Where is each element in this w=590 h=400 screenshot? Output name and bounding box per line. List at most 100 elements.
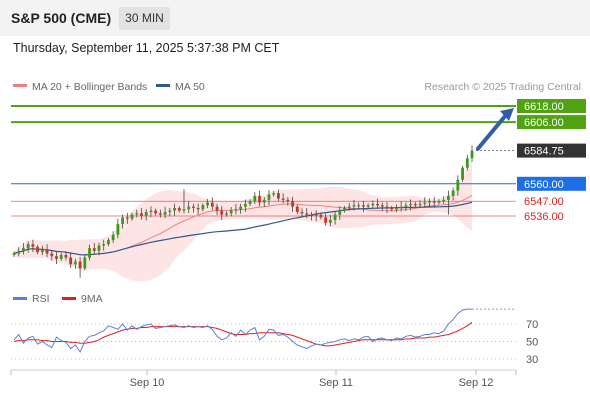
candle [305, 213, 309, 215]
candle [125, 217, 129, 219]
arrow-head [500, 108, 514, 121]
candle [361, 205, 365, 207]
candle [12, 253, 16, 255]
candle [395, 207, 398, 210]
candle [470, 150, 474, 159]
rsi-tick-label: 70 [526, 319, 538, 331]
candle [267, 194, 271, 200]
candle [347, 206, 351, 208]
candle [272, 193, 276, 195]
support-label: 6547.00 [524, 196, 564, 208]
candle [314, 214, 318, 216]
candle [276, 193, 280, 199]
candle [333, 214, 337, 221]
candle [182, 209, 186, 211]
candle [130, 214, 134, 219]
candle [220, 210, 224, 215]
candle [78, 261, 82, 269]
x-tick-label: Sep 11 [319, 377, 353, 389]
x-tick-label: Sep 10 [130, 377, 165, 389]
candle [201, 205, 205, 210]
candle [111, 234, 115, 241]
ma20-legend-label: MA 20 + Bollinger Bands [32, 81, 147, 93]
candle [31, 244, 35, 247]
candle [399, 206, 403, 208]
rsi-tick-label: 50 [526, 337, 538, 349]
candle [168, 210, 172, 212]
candle [163, 211, 167, 215]
x-axis: Sep 10 Sep 11 Sep 12 [10, 370, 517, 389]
candle [158, 213, 162, 215]
rsi-tick-label: 30 [526, 354, 538, 366]
candle [243, 203, 247, 207]
last-price-box [517, 143, 586, 158]
candles [12, 145, 474, 278]
candle [371, 203, 375, 206]
candle [107, 240, 110, 245]
candle [102, 244, 106, 246]
candle [140, 213, 143, 216]
candle [461, 167, 464, 180]
candle [409, 203, 413, 206]
candle [177, 207, 181, 211]
candle [192, 206, 195, 208]
candle [229, 210, 233, 214]
rsi-ma-legend-swatch [62, 297, 76, 300]
candle [50, 253, 54, 257]
candle [324, 217, 328, 223]
candle [390, 207, 394, 210]
last-price-label: 6584.75 [524, 146, 564, 158]
candle [262, 199, 266, 203]
datetime-label: Thursday, September 11, 2025 5:37:38 PM … [13, 41, 280, 55]
candle [295, 206, 299, 212]
candle [437, 201, 441, 203]
candle [55, 256, 58, 259]
candle [173, 207, 176, 211]
candle [281, 198, 285, 200]
candle [428, 201, 431, 203]
candle [446, 195, 450, 200]
candle [149, 210, 153, 212]
symbol-title: S&P 500 (CME) [11, 10, 112, 26]
rsi-ma-legend-label: 9MA [81, 293, 103, 305]
candle [26, 244, 30, 249]
level-labels: 6618.00 6606.00 6584.75 6560.00 6547.00 6536.… [517, 99, 586, 223]
candle [343, 207, 346, 211]
candle [248, 201, 252, 204]
candle [239, 206, 243, 210]
candle [64, 254, 68, 258]
candle [328, 220, 332, 223]
candle [319, 214, 323, 218]
candle [423, 202, 427, 204]
candle [418, 203, 422, 206]
ma50-legend-swatch [156, 84, 170, 87]
rsi-line [13, 308, 472, 354]
ma50-legend-label: MA 50 [175, 81, 205, 93]
credit-text: Research © 2025 Trading Central [424, 81, 581, 93]
candle [210, 202, 214, 207]
timeframe-button[interactable]: 30 MIN [119, 7, 170, 30]
candle [258, 195, 261, 203]
candle [300, 211, 304, 214]
candle [121, 217, 125, 225]
candle [352, 205, 356, 207]
resistance-box [517, 99, 586, 113]
candle [135, 213, 139, 215]
candle [404, 205, 408, 207]
candle [154, 210, 158, 214]
candle [59, 254, 63, 259]
candle [73, 261, 77, 265]
rsi-panel: 70 50 30 [11, 308, 538, 366]
candle [234, 209, 238, 211]
support-label: 6536.00 [524, 211, 564, 223]
candle [338, 210, 342, 215]
candle [291, 201, 294, 207]
candle [196, 207, 200, 210]
candle [45, 249, 49, 254]
rsi-legend-swatch [13, 297, 27, 300]
candle [92, 248, 96, 251]
candle [376, 203, 379, 206]
candle [116, 224, 120, 235]
